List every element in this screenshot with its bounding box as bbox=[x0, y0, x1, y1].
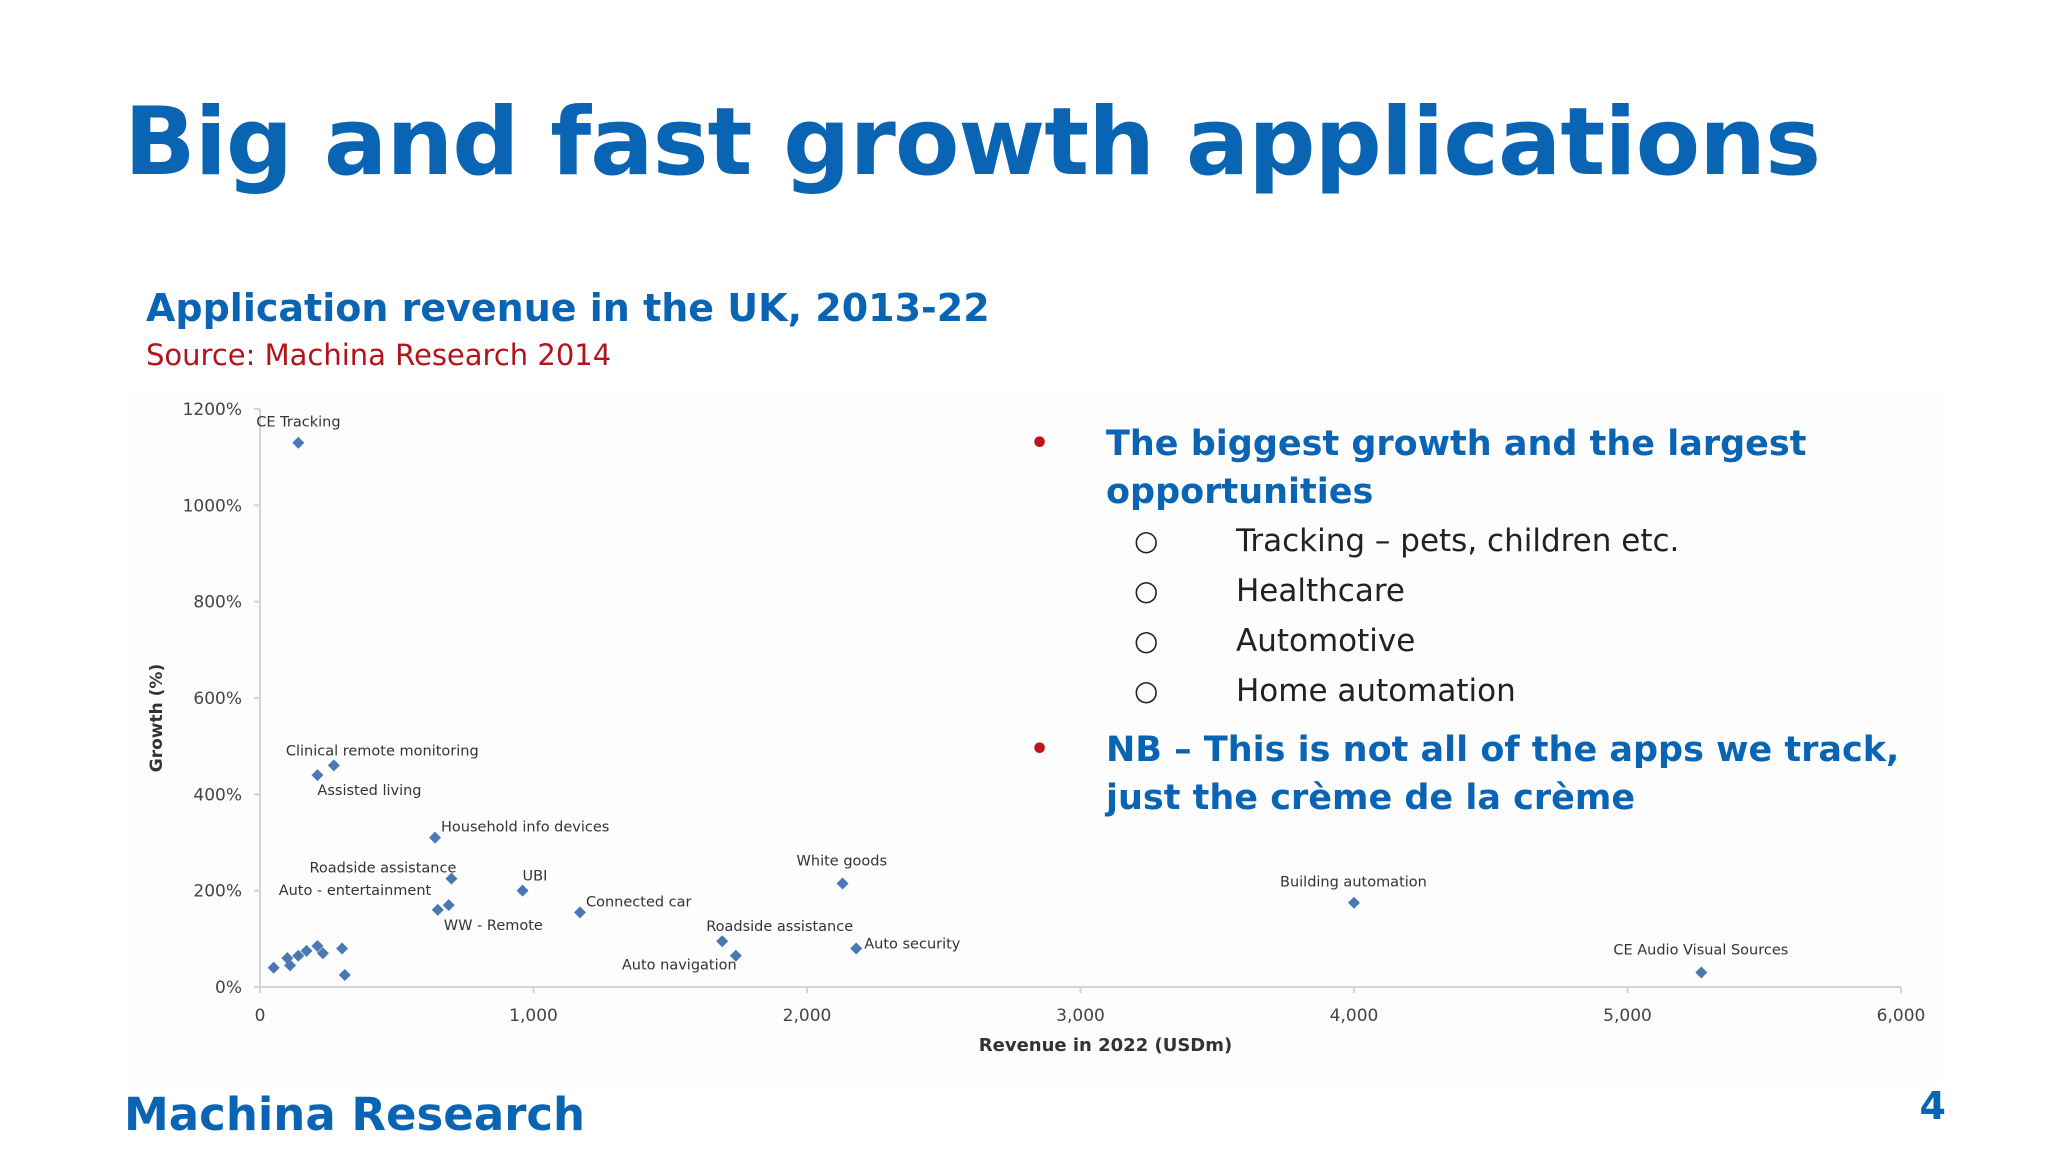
data-label: CE Tracking bbox=[256, 415, 340, 431]
data-label: CE Audio Visual Sources bbox=[1613, 943, 1788, 959]
y-tick-label: 1200% bbox=[183, 400, 242, 420]
y-tick-label: 400% bbox=[193, 785, 242, 805]
sub-bullet-item: ○ Automotive bbox=[1030, 616, 1940, 666]
data-point bbox=[336, 942, 349, 955]
data-point bbox=[445, 872, 458, 885]
data-point bbox=[850, 942, 863, 955]
data-point bbox=[442, 899, 455, 912]
y-tick-label: 1000% bbox=[183, 496, 242, 516]
data-label: WW - Remote bbox=[444, 918, 543, 934]
y-tick-label: 200% bbox=[193, 882, 242, 902]
x-tick-label: 3,000 bbox=[1056, 1006, 1105, 1026]
bullet-item: • NB – This is not all of the apps we tr… bbox=[1030, 726, 1940, 822]
y-tick-label: 600% bbox=[193, 689, 242, 709]
sub-bullet-item: ○ Healthcare bbox=[1030, 566, 1940, 616]
page-number: 4 bbox=[1919, 1084, 1946, 1128]
data-label: Roadside assistance bbox=[309, 861, 456, 877]
circle-bullet-icon: ○ bbox=[1134, 574, 1159, 607]
data-point bbox=[311, 769, 324, 782]
data-point bbox=[516, 884, 529, 897]
data-label: White goods bbox=[797, 853, 887, 869]
data-point bbox=[300, 944, 313, 957]
data-label: Household info devices bbox=[441, 820, 609, 836]
x-tick-label: 0 bbox=[255, 1006, 266, 1026]
sub-bullet-text: Automotive bbox=[1236, 623, 1416, 659]
circle-bullet-icon: ○ bbox=[1134, 674, 1159, 707]
sub-bullet-item: ○ Tracking – pets, children etc. bbox=[1030, 516, 1940, 566]
data-point bbox=[292, 436, 305, 449]
y-tick-label: 0% bbox=[215, 978, 242, 998]
bullet-list: • The biggest growth and the largest opp… bbox=[1030, 420, 1940, 822]
sub-bullet-text: Tracking – pets, children etc. bbox=[1236, 523, 1680, 559]
data-point bbox=[1348, 896, 1360, 909]
chart-source: Source: Machina Research 2014 bbox=[146, 338, 612, 372]
footer-brand: Machina Research bbox=[124, 1088, 586, 1141]
data-label: Auto navigation bbox=[622, 958, 737, 974]
bullet-dot-icon: • bbox=[1030, 426, 1050, 461]
bullet-dot-icon: • bbox=[1030, 732, 1050, 767]
data-point bbox=[729, 949, 742, 962]
data-label: Auto security bbox=[864, 936, 961, 952]
y-tick-label: 800% bbox=[193, 593, 242, 613]
data-label: Clinical remote monitoring bbox=[286, 743, 479, 759]
x-tick-label: 2,000 bbox=[783, 1006, 832, 1026]
data-point bbox=[267, 961, 280, 974]
data-label: Auto - entertainment bbox=[279, 883, 432, 899]
x-axis-title: Revenue in 2022 (USDm) bbox=[979, 1035, 1232, 1056]
data-point bbox=[431, 903, 444, 916]
sub-bullet-text: Healthcare bbox=[1236, 573, 1405, 609]
data-point bbox=[311, 940, 324, 953]
data-point bbox=[836, 877, 849, 890]
slide-title: Big and fast growth applications bbox=[124, 88, 1821, 197]
data-point bbox=[1695, 966, 1708, 979]
data-label: Assisted living bbox=[317, 783, 421, 799]
data-point bbox=[316, 947, 329, 960]
data-label: UBI bbox=[523, 869, 548, 885]
y-axis-title: Growth (%) bbox=[147, 664, 167, 772]
x-tick-label: 1,000 bbox=[509, 1006, 558, 1026]
data-point bbox=[338, 968, 351, 981]
bullet-item: • The biggest growth and the largest opp… bbox=[1030, 420, 1940, 516]
data-label: Roadside assistance bbox=[706, 919, 853, 935]
data-point bbox=[292, 949, 305, 962]
data-label: Building automation bbox=[1280, 875, 1427, 891]
data-point bbox=[327, 759, 340, 772]
data-point bbox=[429, 831, 442, 844]
data-point bbox=[573, 906, 586, 919]
x-tick-label: 6,000 bbox=[1877, 1006, 1926, 1026]
sub-bullet-item: ○ Home automation bbox=[1030, 666, 1940, 716]
scatter-chart: 0 1,000 2,000 3,000 4,000 5,000 6,000 0% 200% 400… bbox=[128, 392, 1940, 1084]
bullet-text: NB – This is not all of the apps we trac… bbox=[1106, 730, 1900, 818]
data-label: Connected car bbox=[586, 894, 692, 910]
sub-bullet-text: Home automation bbox=[1236, 673, 1516, 709]
x-tick-label: 4,000 bbox=[1330, 1006, 1379, 1026]
circle-bullet-icon: ○ bbox=[1134, 524, 1159, 557]
chart-subtitle: Application revenue in the UK, 2013-22 bbox=[146, 286, 990, 330]
scatter-chart-svg: 0 1,000 2,000 3,000 4,000 5,000 6,000 0% 200% 400… bbox=[147, 400, 1926, 1056]
circle-bullet-icon: ○ bbox=[1134, 624, 1159, 657]
data-point bbox=[716, 935, 729, 948]
data-point bbox=[284, 959, 297, 972]
bullet-text: The biggest growth and the largest oppor… bbox=[1106, 424, 1807, 512]
x-tick-label: 5,000 bbox=[1603, 1006, 1652, 1026]
